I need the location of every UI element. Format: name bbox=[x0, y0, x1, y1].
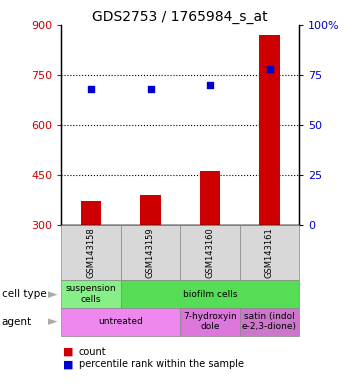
Title: GDS2753 / 1765984_s_at: GDS2753 / 1765984_s_at bbox=[92, 10, 268, 24]
Text: ►: ► bbox=[48, 315, 57, 328]
Text: satin (indol
e-2,3-dione): satin (indol e-2,3-dione) bbox=[242, 312, 297, 331]
Text: biofilm cells: biofilm cells bbox=[183, 290, 237, 299]
Bar bbox=[140, 195, 161, 225]
Text: GSM143160: GSM143160 bbox=[205, 227, 215, 278]
Text: GSM143161: GSM143161 bbox=[265, 227, 274, 278]
Text: cell type: cell type bbox=[2, 289, 46, 299]
Text: untreated: untreated bbox=[98, 317, 143, 326]
Text: ►: ► bbox=[48, 288, 57, 301]
Text: GSM143158: GSM143158 bbox=[86, 227, 96, 278]
Bar bbox=[199, 171, 220, 225]
Text: percentile rank within the sample: percentile rank within the sample bbox=[79, 359, 244, 369]
Bar bbox=[259, 35, 280, 225]
Text: count: count bbox=[79, 347, 106, 357]
Text: 7-hydroxyin
dole: 7-hydroxyin dole bbox=[183, 312, 237, 331]
Point bbox=[148, 86, 153, 92]
Text: GSM143159: GSM143159 bbox=[146, 227, 155, 278]
Point bbox=[88, 86, 94, 92]
Point bbox=[207, 82, 213, 88]
Text: suspension
cells: suspension cells bbox=[66, 285, 116, 304]
Text: ■: ■ bbox=[63, 347, 74, 357]
Text: agent: agent bbox=[2, 317, 32, 327]
Point bbox=[267, 66, 272, 72]
Bar bbox=[80, 201, 101, 225]
Text: ■: ■ bbox=[63, 359, 74, 369]
